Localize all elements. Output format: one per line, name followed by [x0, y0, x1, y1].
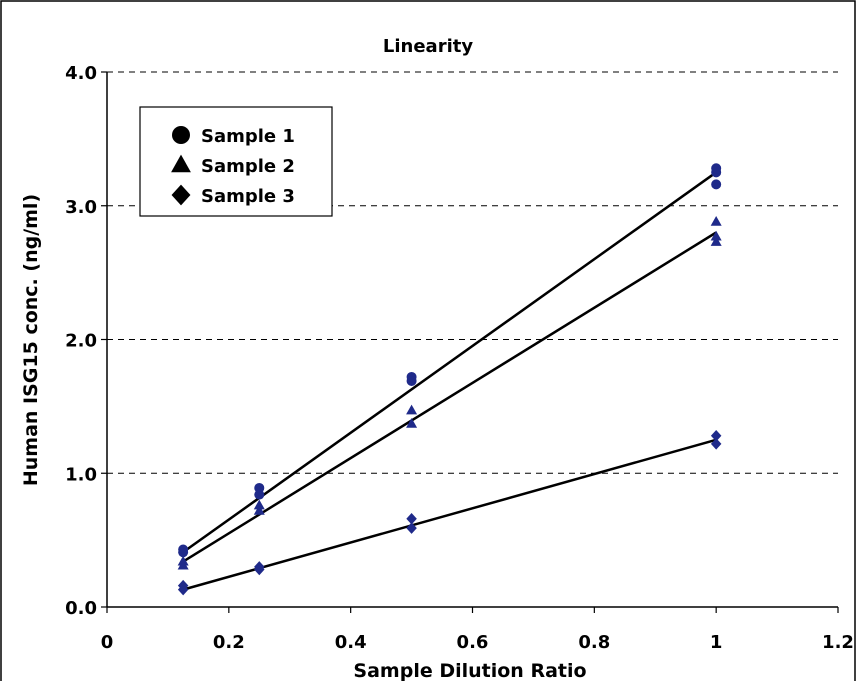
fit-line-sample-2: [182, 231, 717, 563]
x-tick-label-6: 1.2: [822, 632, 854, 653]
point-sample-3-4: [406, 522, 417, 534]
fit-line-sample-3: [182, 438, 717, 591]
point-sample-1-1: [178, 544, 189, 555]
point-sample-2-4: [406, 418, 418, 428]
x-tick-label-5: 1: [710, 632, 723, 653]
point-sample-2-3: [253, 499, 265, 510]
y-tick-label-3: 3.0: [65, 197, 97, 218]
point-sample-2-7: [710, 230, 722, 241]
point-sample-1-8: [711, 163, 722, 174]
tick-labels: 0.0 1.0 2.0 3.0 4.0 0 0.2 0.4 0.6 0.8 1 1.2: [65, 63, 854, 653]
legend-label-sample-3: Sample 3: [201, 186, 295, 207]
point-sample-1-3: [254, 482, 265, 493]
legend-marker-sample-2: [171, 154, 191, 173]
x-tick-label-4: 0.8: [578, 632, 610, 653]
fit-lines: [182, 171, 717, 591]
x-tick-label-1: 0.2: [213, 632, 245, 653]
x-tick-label-3: 0.6: [457, 632, 489, 653]
point-sample-3-7: [710, 430, 722, 442]
y-axis-title: Human ISG15 conc. (ng/ml): [20, 194, 42, 486]
chart-title: Linearity: [383, 36, 473, 57]
point-sample-2-2: [253, 504, 265, 515]
point-sample-3-5: [406, 512, 417, 525]
legend-label-sample-1: Sample 1: [201, 126, 295, 147]
x-tick-label-0: 0: [101, 632, 114, 653]
legend-marker-sample-3: [171, 184, 191, 206]
y-tick-label-1: 1.0: [65, 464, 97, 485]
y-tick-label-0: 0.0: [65, 598, 97, 619]
legend-marker-sample-1: [172, 126, 190, 144]
point-sample-3-3: [254, 561, 265, 573]
point-sample-2-8: [710, 216, 722, 226]
point-sample-3-6: [710, 438, 722, 450]
point-sample-1-5: [406, 371, 417, 382]
x-axis-title: Sample Dilution Ratio: [353, 660, 586, 681]
y-tick-label-4: 4.0: [65, 63, 97, 84]
x-tick-label-2: 0.4: [335, 632, 367, 653]
point-sample-2-5: [406, 404, 418, 415]
axes: [101, 71, 839, 613]
y-tick-label-2: 2.0: [65, 331, 97, 352]
point-sample-2-6: [710, 236, 722, 246]
fit-line-sample-1: [182, 171, 717, 554]
legend-box: [139, 106, 333, 217]
legend-label-sample-2: Sample 2: [201, 156, 295, 177]
legend: Sample 1 Sample 2 Sample 3: [139, 106, 333, 217]
point-sample-2-1: [177, 555, 189, 566]
point-sample-1-6: [711, 179, 722, 190]
data-points: [177, 163, 722, 596]
point-sample-3-1: [177, 579, 189, 592]
